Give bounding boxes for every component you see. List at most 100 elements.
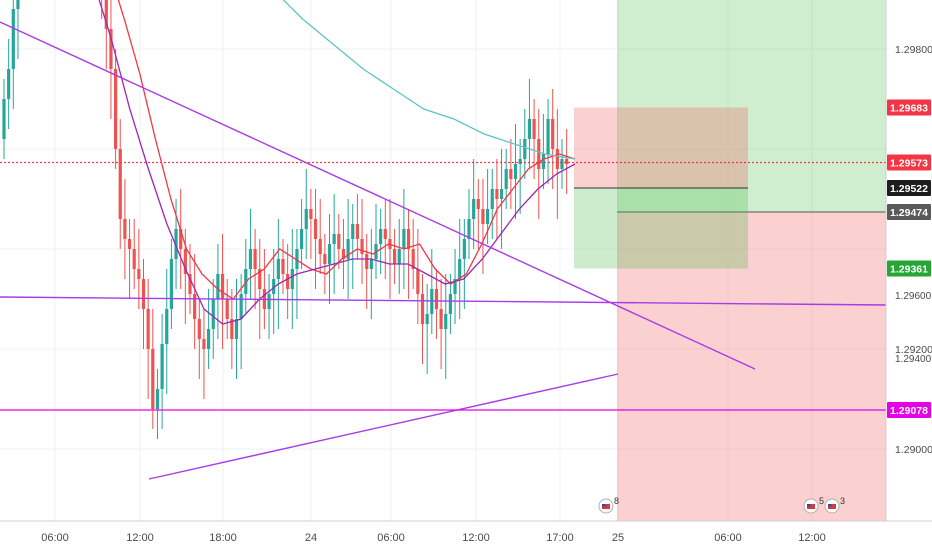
candle-body	[239, 294, 243, 319]
ascending-trendline	[148, 373, 619, 480]
candle-body	[369, 259, 373, 269]
price-label: 1.29361	[890, 264, 928, 276]
flag-icon	[828, 504, 836, 509]
candle-body	[467, 219, 471, 239]
candles	[2, 0, 569, 439]
candle-body	[341, 249, 346, 259]
x-tick-label: 06:00	[714, 532, 742, 544]
flag-icon	[602, 504, 610, 509]
candle-body	[160, 344, 164, 389]
price-label: 1.29573	[890, 158, 928, 170]
x-tick-label: 12:00	[462, 532, 490, 544]
price-label-box	[887, 402, 931, 418]
candle-body	[188, 274, 192, 294]
candle-body	[481, 209, 485, 224]
candle-body	[551, 119, 555, 149]
candle-body	[220, 274, 225, 299]
candle-body	[411, 249, 415, 269]
candle-body	[495, 189, 499, 199]
candle-body	[383, 229, 387, 239]
y-tick-label: 1.29800	[895, 44, 932, 56]
target-zone	[617, 0, 886, 212]
candle-body	[486, 209, 490, 224]
ma-line-2	[282, 0, 576, 160]
candle-body	[300, 229, 304, 249]
x-tick-label: 12:00	[798, 532, 826, 544]
horizontal-resistance-line	[0, 296, 887, 306]
candle-body	[174, 229, 178, 259]
candle-body	[509, 169, 513, 179]
candle-body	[541, 154, 545, 169]
event-markers[interactable]: 8 5 3	[598, 496, 845, 514]
y-tick-label: 1.29200	[895, 344, 932, 356]
candle-body	[183, 249, 187, 274]
candle-body	[537, 139, 541, 169]
candle-body	[458, 259, 462, 279]
stop-zone	[574, 107, 748, 188]
price-label-box	[887, 154, 931, 171]
candle-body	[207, 329, 211, 349]
candle-body	[434, 289, 439, 309]
price-label-box	[887, 180, 931, 196]
candle-body	[16, 0, 20, 9]
y-tick-label: 1.29000	[895, 444, 932, 456]
candle-body	[499, 189, 504, 199]
candle-body	[258, 269, 262, 289]
axis-labels: 06:00 12:00 18:00 24 06:00 12:00 17:00 25 06:00 1…	[41, 44, 932, 544]
candle-body	[462, 239, 466, 259]
candle-body	[290, 269, 294, 289]
candle-body	[7, 69, 11, 99]
candle-body	[527, 119, 532, 139]
candle-body	[244, 269, 248, 294]
candle-body	[234, 319, 239, 339]
candle-body	[248, 249, 253, 269]
candle-body	[123, 219, 127, 239]
candle-body	[2, 99, 6, 139]
axes	[0, 0, 932, 522]
candle-body	[504, 169, 508, 189]
x-tick-label: 17:00	[546, 532, 574, 544]
price-label: 1.29474	[890, 207, 928, 219]
candle-body	[179, 229, 183, 249]
y-tick-label: 1.29600	[895, 291, 932, 302]
trend-lines[interactable]	[0, 21, 887, 480]
price-label: 1.29078	[890, 405, 928, 417]
candle-body	[555, 149, 559, 169]
price-label: 1.29683	[890, 103, 928, 115]
position-zones[interactable]	[574, 0, 886, 521]
candle-body	[118, 149, 122, 219]
candle-body	[346, 239, 350, 259]
candle-body	[420, 294, 425, 324]
flag-icon	[807, 504, 811, 507]
candle-body	[560, 159, 564, 169]
candle-body	[453, 279, 457, 294]
flag-icon	[807, 504, 815, 509]
grid	[0, 0, 886, 521]
price-label-box	[887, 99, 931, 116]
price-label-box	[887, 204, 931, 220]
candle-body	[444, 314, 448, 329]
candle-body	[104, 0, 108, 29]
candle-body	[365, 254, 369, 269]
candle-body	[127, 239, 132, 249]
candle-body	[165, 309, 169, 344]
ma-line-0	[117, 0, 576, 300]
target-zone	[574, 188, 748, 269]
candle-body	[286, 274, 290, 289]
candle-body	[276, 259, 280, 279]
event-count: 5	[819, 496, 824, 506]
candle-body	[393, 249, 397, 264]
candle-body	[304, 209, 308, 229]
candle-body	[272, 279, 276, 294]
descending-trendline	[0, 21, 756, 370]
candle-body	[397, 249, 401, 264]
candle-body	[146, 309, 150, 349]
flag-icon	[602, 504, 606, 507]
candle-body	[472, 199, 476, 219]
flag-icon	[828, 504, 832, 507]
candle-body	[132, 249, 136, 269]
candle-body	[281, 259, 285, 274]
candle-body	[351, 224, 355, 239]
